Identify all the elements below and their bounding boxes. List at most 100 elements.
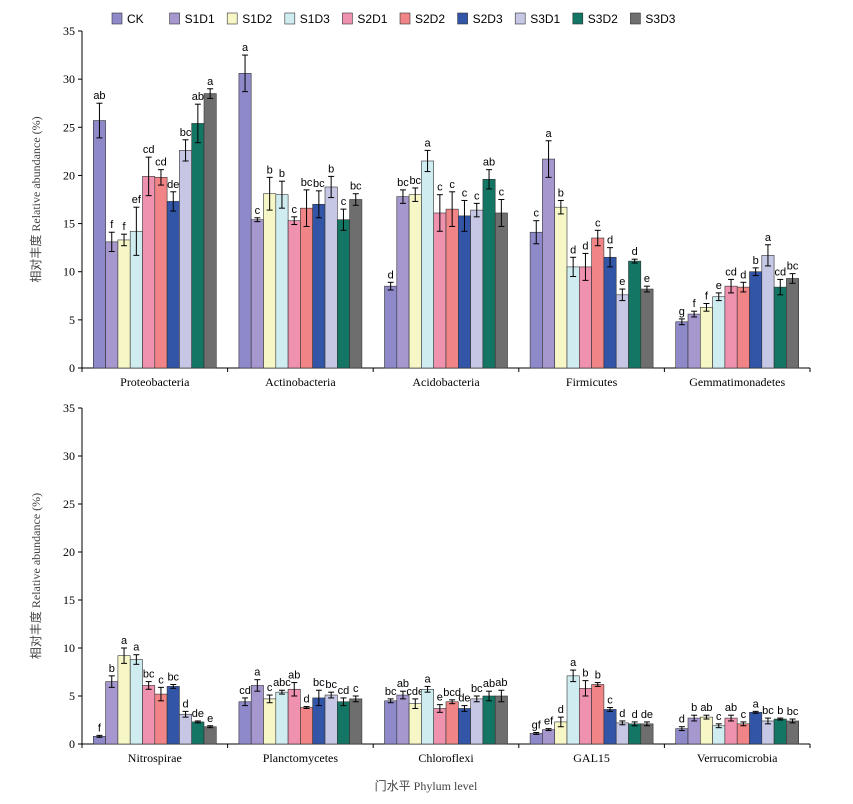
significance-label: b	[582, 668, 588, 680]
significance-label: f	[98, 722, 102, 734]
significance-label: b	[777, 705, 783, 717]
bar	[724, 717, 738, 745]
y-tick-label: 35	[63, 401, 75, 415]
bar	[166, 686, 180, 745]
bar	[786, 720, 800, 745]
legend-label: CK	[127, 12, 144, 26]
bar	[591, 237, 605, 369]
chart-panel-1: 0 5 10 15 20 25 30 35 Proteobacteria Actinobacter…	[28, 12, 811, 389]
bar	[699, 716, 713, 745]
y-axis-title: 相对丰度 Relative abundance (%)	[28, 493, 43, 659]
significance-label: bc	[762, 705, 774, 717]
y-tick-label: 10	[63, 265, 75, 279]
bar	[603, 256, 617, 369]
bar	[749, 271, 763, 369]
y-tick-label: 5	[69, 313, 75, 327]
bar	[603, 709, 617, 745]
significance-label: bc	[787, 261, 799, 273]
significance-label: ab	[483, 157, 495, 169]
legend: CK S1D1 S1D2 S1D3 S2D1 S2D2 S2D3 S3D1 S3D2 S3D3	[111, 12, 676, 26]
significance-label: bc	[143, 669, 155, 681]
bar	[687, 717, 701, 745]
x-category-label: Chloroflexi	[418, 751, 474, 765]
bar	[250, 219, 264, 369]
y-tick-label: 15	[63, 593, 75, 607]
significance-label: bc	[180, 127, 192, 139]
bar	[724, 285, 738, 369]
significance-label: d	[679, 714, 685, 726]
bar	[384, 700, 398, 745]
bar	[300, 207, 313, 369]
y-tick-label: 0	[69, 361, 75, 375]
bar	[761, 255, 775, 369]
significance-label: d	[740, 269, 746, 281]
bar	[203, 726, 217, 745]
bar	[166, 201, 180, 369]
significance-label: bc	[385, 686, 397, 698]
significance-label: b	[691, 702, 697, 714]
legend-swatch	[342, 12, 353, 25]
significance-label: bc	[313, 178, 325, 190]
bar	[238, 701, 252, 745]
bar	[179, 150, 192, 369]
significance-label: f	[110, 219, 114, 231]
bar	[445, 208, 459, 369]
bar	[457, 708, 471, 745]
legend-swatch	[630, 12, 641, 25]
significance-label: bc	[301, 177, 313, 189]
bar	[238, 73, 252, 369]
legend-label: S2D1	[357, 12, 387, 26]
bar	[396, 196, 410, 369]
significance-label: d	[632, 246, 638, 258]
y-tick-label: 30	[63, 449, 75, 463]
significance-label: bc	[350, 181, 362, 193]
bar	[470, 698, 484, 745]
significance-label: ef	[132, 194, 142, 206]
legend-label: S3D3	[645, 12, 675, 26]
significance-label: bc	[409, 175, 421, 187]
significance-label: b	[267, 164, 273, 176]
significance-label: c	[534, 208, 540, 220]
bar	[615, 722, 629, 745]
significance-label: bc	[397, 177, 409, 189]
significance-label: gf	[532, 719, 542, 731]
bar	[736, 723, 750, 745]
x-category-label: Proteobacteria	[120, 375, 190, 389]
bar	[421, 688, 434, 745]
significance-label: c	[267, 682, 273, 694]
bar	[154, 693, 168, 745]
bar	[640, 288, 654, 369]
significance-label: a	[242, 42, 249, 54]
significance-label: c	[353, 683, 359, 695]
legend-label: S1D3	[300, 12, 330, 26]
significance-label: c	[595, 217, 601, 229]
legend-swatch	[226, 12, 238, 25]
significance-label: cd	[774, 266, 786, 278]
significance-label: b	[595, 670, 601, 682]
bar	[578, 688, 592, 745]
significance-label: d	[388, 269, 394, 281]
significance-label: bc	[167, 671, 179, 683]
y-tick-label: 35	[63, 24, 75, 38]
bar	[408, 703, 422, 745]
bar	[712, 296, 726, 369]
legend-label: S2D3	[473, 12, 503, 26]
chart-panel-2: 0 5 10 15 20 25 30 35 Nitrospirae Planctomycetes C…	[28, 401, 811, 793]
significance-label: c	[449, 179, 455, 191]
bar	[445, 701, 459, 745]
significance-label: a	[424, 137, 431, 149]
bar	[494, 212, 508, 369]
bar	[566, 675, 580, 745]
bar	[566, 266, 580, 369]
legend-swatch	[514, 12, 526, 25]
bar	[384, 285, 398, 369]
bar	[554, 206, 568, 369]
bar	[482, 178, 496, 369]
bar	[494, 695, 508, 745]
bar	[324, 186, 338, 369]
significance-label: a	[765, 232, 772, 244]
y-tick-label: 20	[63, 168, 75, 182]
y-tick-label: 15	[63, 217, 75, 231]
significance-label: cd	[338, 685, 350, 697]
